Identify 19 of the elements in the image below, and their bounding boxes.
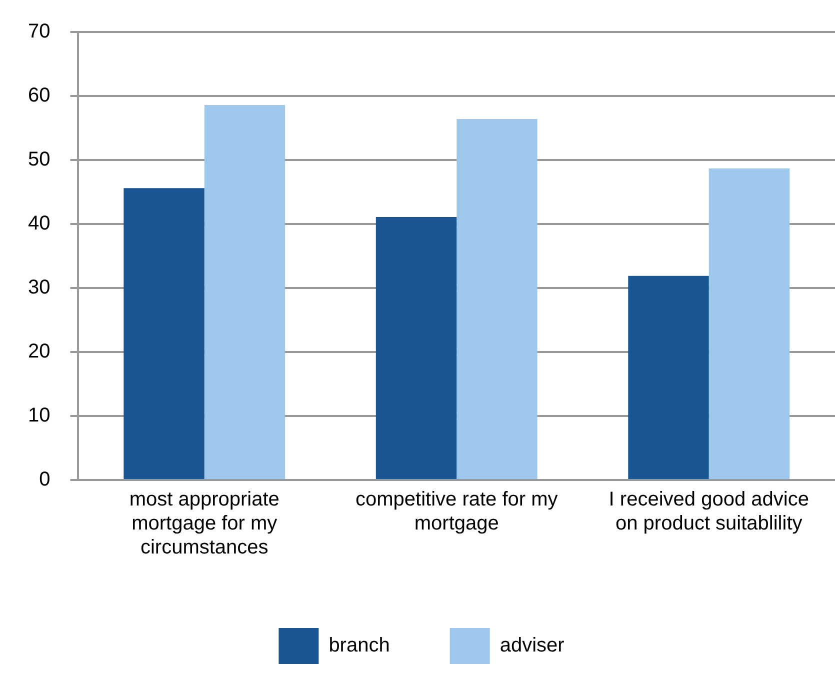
y-tick-label: 70 (28, 20, 50, 43)
x-tick-label: most appropriate mortgage for my circumstances (129, 488, 280, 559)
x-tick-label: I received good advice on product suitablility (608, 488, 809, 535)
y-tick-label: 10 (28, 404, 50, 427)
y-tick-label: 60 (28, 84, 50, 107)
y-tick-label: 30 (28, 276, 50, 299)
y-tick-label: 20 (28, 340, 50, 363)
bar (708, 168, 790, 479)
y-tick-label: 40 (28, 212, 50, 235)
bar (456, 119, 538, 479)
legend-label: adviser (500, 634, 565, 657)
bar (204, 104, 286, 479)
bar (376, 216, 457, 479)
bar (628, 276, 709, 479)
y-tick-label: 0 (39, 468, 50, 491)
y-tick-label: 50 (28, 148, 50, 171)
bar (124, 188, 204, 479)
x-tick-label: competitive rate for my mortgage (355, 488, 558, 535)
legend-label: branch (328, 634, 390, 657)
